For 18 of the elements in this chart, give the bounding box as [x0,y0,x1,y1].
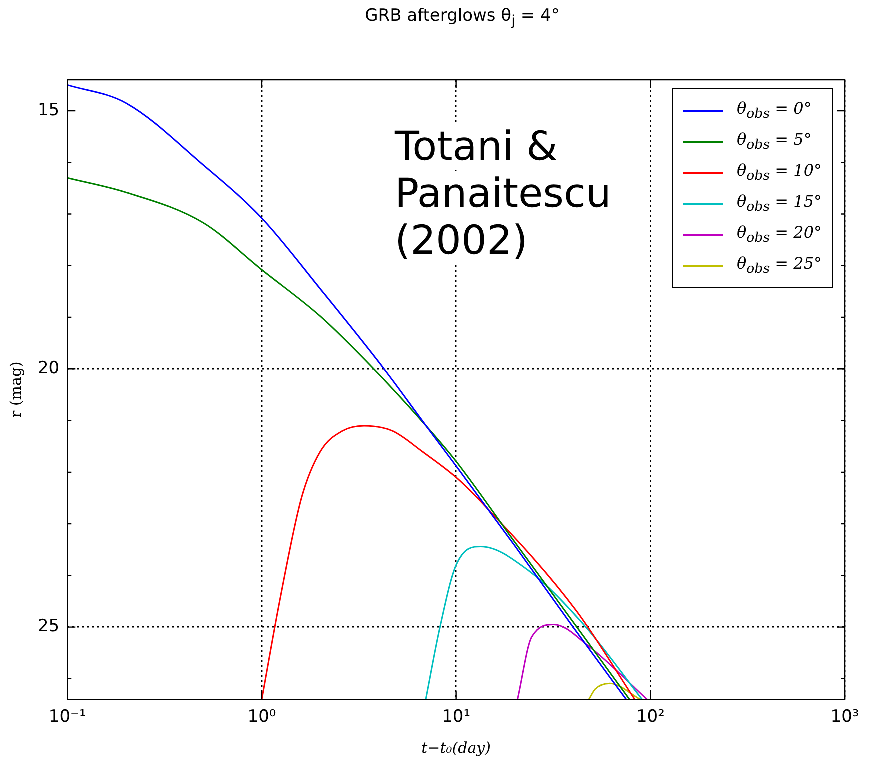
legend-label: θ$_{obs}$ = 5° [737,130,812,154]
y-tick-label: 25 [38,616,60,637]
x-tick-label: 10⁰ [248,707,276,728]
y-tick-label: 15 [38,100,60,120]
x-axis-title: t−t₀(day) [422,738,492,757]
legend-label: θ$_{obs}$ = 0° [737,98,812,122]
x-tick-label: 10³ [830,707,860,728]
y-axis-title: r (mag) [6,362,25,418]
chart-title: GRB afterglows θ$_{j}$ = 4° [364,6,561,30]
legend-label: θ$_{obs}$ = 10° [737,160,822,184]
x-tick-label: 10² [636,707,665,728]
legend-label: θ$_{obs}$ = 25° [737,254,822,278]
legend-label: θ$_{obs}$ = 15° [737,192,822,216]
annotation: Totani & Panaitescu (2002) [395,124,612,264]
x-tick-label: 10⁻¹ [48,707,86,728]
legend-label: θ$_{obs}$ = 20° [737,222,822,246]
y-tick-label: 20 [38,358,60,379]
x-tick-label: 10¹ [442,707,471,728]
